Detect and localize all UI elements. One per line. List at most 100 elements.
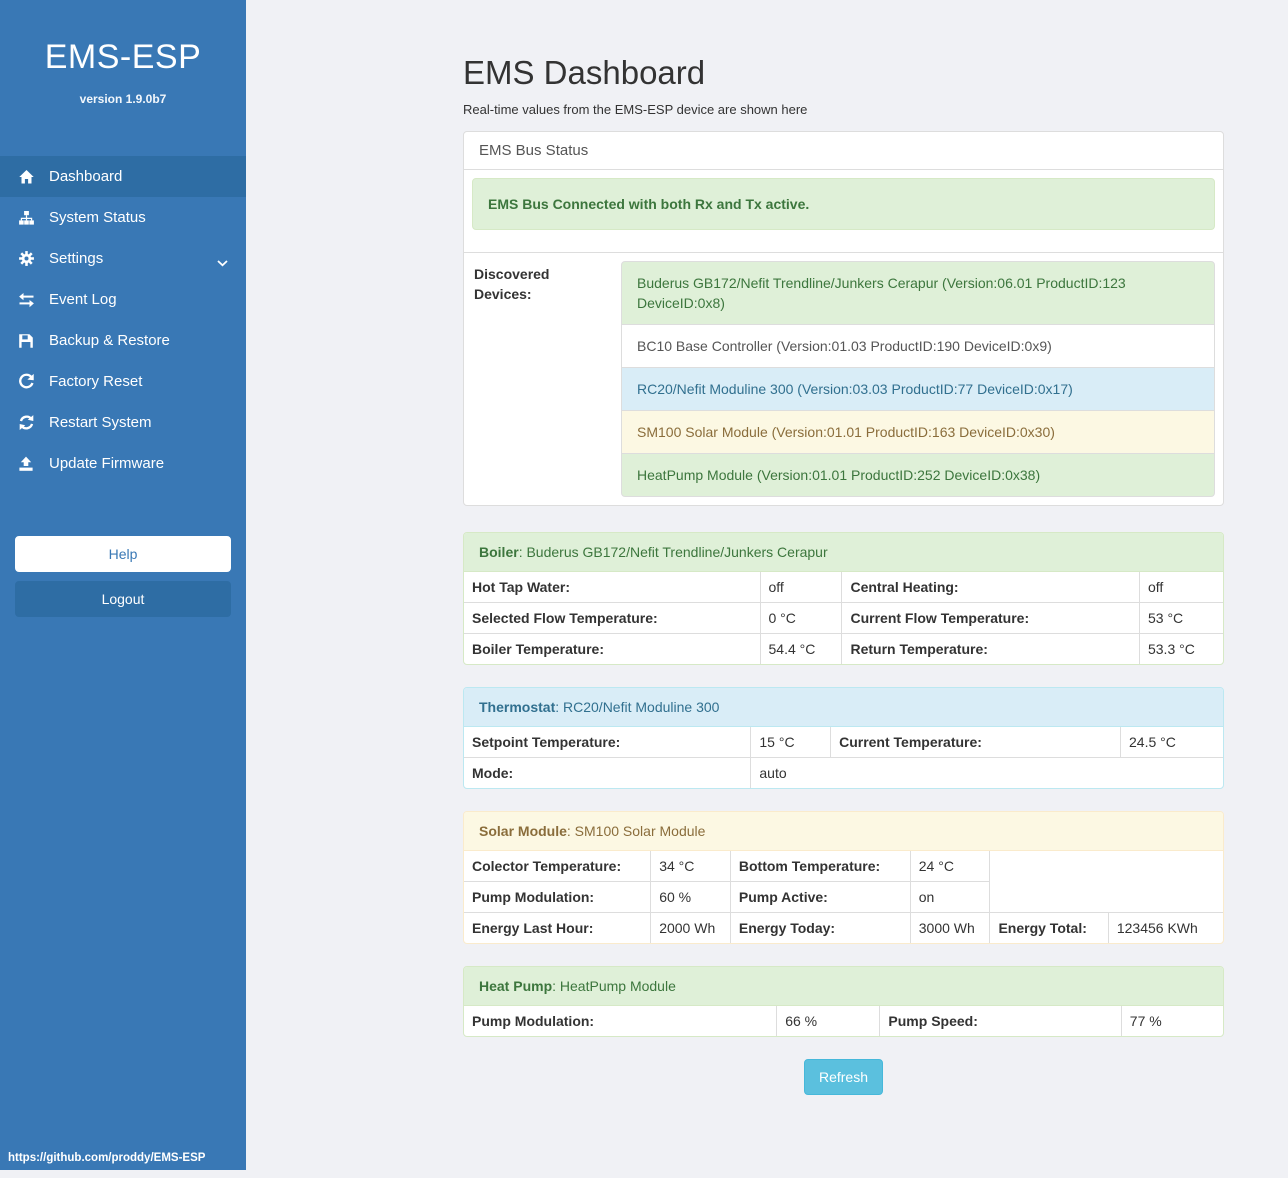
field-value: 53 °C xyxy=(1139,602,1223,634)
sidebar-item-update-firmware[interactable]: Update Firmware xyxy=(0,443,246,484)
gear-icon xyxy=(16,250,36,267)
field-label: Current Flow Temperature: xyxy=(841,602,1140,634)
refresh-container: Refresh xyxy=(463,1059,1224,1095)
solar-panel-heading: Solar Module: SM100 Solar Module xyxy=(464,812,1223,851)
heatpump-table: Pump Modulation: 66 % Pump Speed: 77 % xyxy=(464,1006,1223,1036)
field-value: auto xyxy=(759,765,787,781)
app-version: version 1.9.0b7 xyxy=(79,92,167,106)
field-value: 54.4 °C xyxy=(760,633,843,664)
exchange-icon xyxy=(16,292,36,308)
panel-device-name: : HeatPump Module xyxy=(552,978,676,994)
table-row: Pump Modulation: 66 % Pump Speed: 77 % xyxy=(464,1006,1223,1036)
sidebar: EMS-ESP version 1.9.0b7 Dashboard System… xyxy=(0,0,246,1170)
discovered-devices-label: Discovered Devices: xyxy=(474,266,550,302)
table-row: Setpoint Temperature: 15 °C Current Temp… xyxy=(464,727,1223,758)
rotate-icon xyxy=(16,373,36,390)
field-value: 60 % xyxy=(650,881,731,913)
field-value: 15 °C xyxy=(750,727,832,758)
github-link[interactable]: https://github.com/proddy/EMS-ESP xyxy=(8,1152,206,1164)
field-value: 66 % xyxy=(776,1006,881,1036)
field-value: 77 % xyxy=(1129,1013,1162,1029)
sidebar-item-label: Dashboard xyxy=(49,168,123,185)
field-value: 0 °C xyxy=(760,602,843,634)
device-list: Buderus GB172/Nefit Trendline/Junkers Ce… xyxy=(621,261,1215,497)
upload-icon xyxy=(16,456,36,472)
logout-button[interactable]: Logout xyxy=(15,581,231,617)
sidebar-item-event-log[interactable]: Event Log xyxy=(0,279,246,320)
field-value: on xyxy=(910,881,991,913)
table-row: Boiler Temperature: 54.4 °C Return Tempe… xyxy=(464,633,1223,664)
sidebar-item-factory-reset[interactable]: Factory Reset xyxy=(0,361,246,402)
help-button[interactable]: Help xyxy=(15,536,231,572)
sidebar-item-dashboard[interactable]: Dashboard xyxy=(0,156,246,197)
sidebar-item-label: System Status xyxy=(49,209,146,226)
boiler-table: Hot Tap Water: off Central Heating: off … xyxy=(464,572,1223,664)
table-row: Energy Last Hour: 2000 Wh Energy Today: … xyxy=(464,912,1223,943)
refresh-button[interactable]: Refresh xyxy=(803,1059,884,1095)
panel-device-name: : SM100 Solar Module xyxy=(566,823,706,839)
sidebar-item-backup-restore[interactable]: Backup & Restore xyxy=(0,320,246,361)
boiler-panel-heading: Boiler: Buderus GB172/Nefit Trendline/Ju… xyxy=(464,533,1223,572)
discovered-devices-row: Discovered Devices: Buderus GB172/Nefit … xyxy=(464,252,1223,505)
field-value: off xyxy=(1139,572,1223,603)
home-icon xyxy=(16,169,36,185)
sidebar-item-label: Update Firmware xyxy=(49,455,165,472)
sidebar-item-label: Event Log xyxy=(49,291,117,308)
sidebar-item-label: Factory Reset xyxy=(49,373,143,390)
panel-device-name: : Buderus GB172/Nefit Trendline/Junkers … xyxy=(518,544,828,560)
sidebar-item-label: Settings xyxy=(49,250,104,267)
bus-status-panel-title: EMS Bus Status xyxy=(464,132,1223,170)
solar-panel: Solar Module: SM100 Solar Module Colecto… xyxy=(463,811,1224,944)
field-label: Selected Flow Temperature: xyxy=(464,602,761,634)
app-brand: EMS-ESP xyxy=(44,38,202,76)
thermostat-panel-heading: Thermostat: RC20/Nefit Moduline 300 xyxy=(464,688,1223,727)
sidebar-item-settings[interactable]: Settings xyxy=(0,238,246,279)
field-label: Setpoint Temperature: xyxy=(464,727,752,758)
bus-status-panel: EMS Bus Status EMS Bus Connected with bo… xyxy=(463,131,1224,506)
thermostat-table: Setpoint Temperature: 15 °C Current Temp… xyxy=(464,727,1223,788)
table-row: Colector Temperature: 34 °C Bottom Tempe… xyxy=(464,851,1223,882)
field-value: off xyxy=(760,572,843,603)
table-row: Mode: auto xyxy=(464,757,1223,788)
heatpump-panel: Heat Pump: HeatPump Module Pump Modulati… xyxy=(463,966,1224,1037)
field-label: Colector Temperature: xyxy=(464,851,652,882)
field-label: Energy Last Hour: xyxy=(464,912,652,943)
page-subtitle: Real-time values from the EMS-ESP device… xyxy=(463,102,808,117)
thermostat-panel: Thermostat: RC20/Nefit Moduline 300 Setp… xyxy=(463,687,1224,789)
bus-connected-alert: EMS Bus Connected with both Rx and Tx ac… xyxy=(472,178,1215,230)
sidebar-item-restart-system[interactable]: Restart System xyxy=(0,402,246,443)
panel-title: Solar Module xyxy=(479,823,567,839)
field-label: Pump Modulation: xyxy=(464,881,652,913)
panel-title: Boiler xyxy=(479,544,519,560)
field-label: Boiler Temperature: xyxy=(464,633,761,664)
field-label: Energy Today: xyxy=(730,912,911,943)
save-icon xyxy=(16,333,36,349)
panel-device-name: : RC20/Nefit Moduline 300 xyxy=(555,699,720,715)
field-label: Pump Speed: xyxy=(879,1006,1122,1036)
heatpump-panel-heading: Heat Pump: HeatPump Module xyxy=(464,967,1223,1006)
field-label: Hot Tap Water: xyxy=(464,572,761,603)
bus-status-body: EMS Bus Connected with both Rx and Tx ac… xyxy=(464,170,1223,252)
empty-cell xyxy=(990,851,1223,882)
field-label: Energy Total: xyxy=(989,912,1109,943)
sitemap-icon xyxy=(16,210,36,226)
field-label: Return Temperature: xyxy=(841,633,1140,664)
table-row: Hot Tap Water: off Central Heating: off xyxy=(464,572,1223,603)
table-row: Pump Modulation: 60 % Pump Active: on xyxy=(464,881,1223,913)
panel-title: Thermostat xyxy=(479,699,556,715)
field-value: 24.5 °C xyxy=(1120,727,1223,758)
main-content: EMS Dashboard Real-time values from the … xyxy=(463,0,1224,1095)
solar-table: Colector Temperature: 34 °C Bottom Tempe… xyxy=(464,851,1223,943)
sidebar-item-label: Restart System xyxy=(49,414,152,431)
field-label: Current Temperature: xyxy=(830,727,1122,758)
sidebar-item-system-status[interactable]: System Status xyxy=(0,197,246,238)
page-title: EMS Dashboard xyxy=(463,54,706,91)
empty-cell xyxy=(990,882,1223,913)
field-label: Bottom Temperature: xyxy=(730,851,911,882)
device-list-item: HeatPump Module (Version:01.01 ProductID… xyxy=(621,453,1215,497)
table-row: Selected Flow Temperature: 0 °C Current … xyxy=(464,602,1223,634)
panel-title: Heat Pump xyxy=(479,978,553,994)
field-value: 123456 KWh xyxy=(1108,912,1223,943)
field-label: Mode: xyxy=(464,757,752,788)
